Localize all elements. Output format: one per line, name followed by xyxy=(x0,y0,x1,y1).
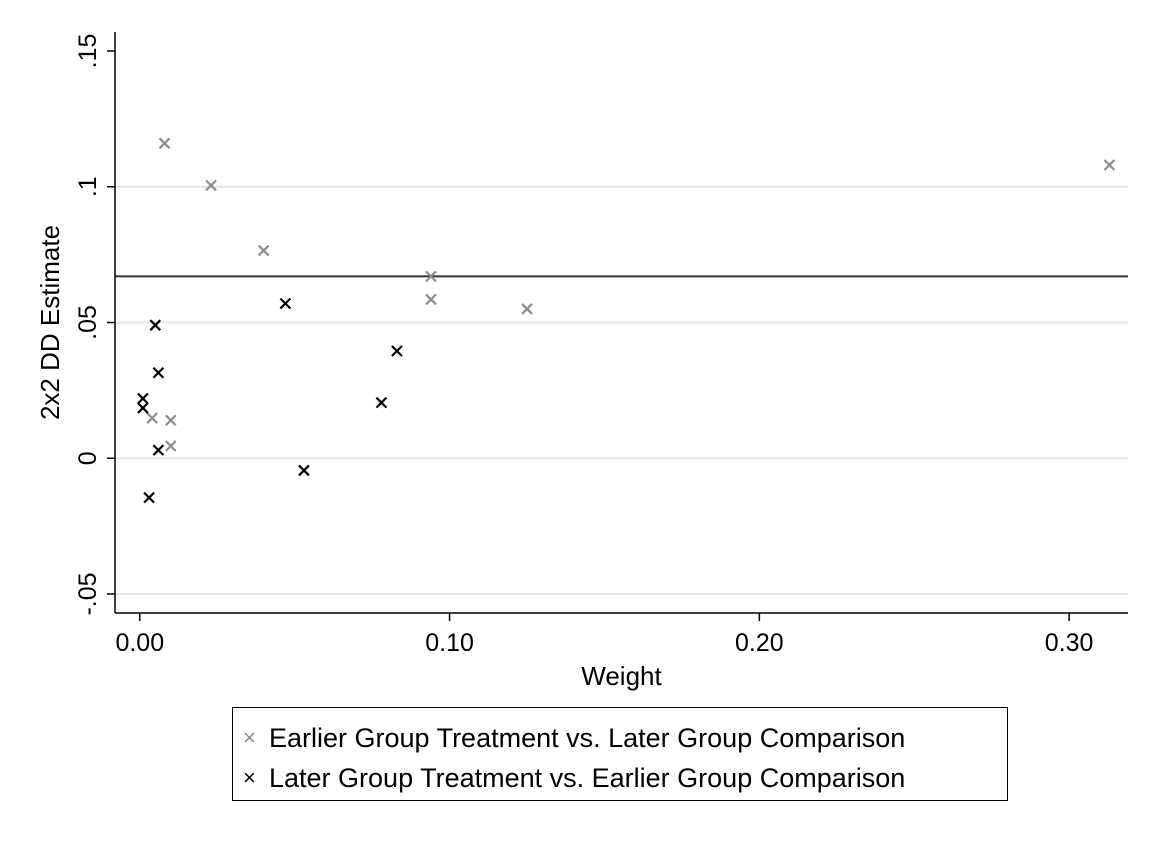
data-point-series-1 xyxy=(149,319,162,331)
data-point-series-1 xyxy=(279,297,292,310)
data-point-series-0 xyxy=(164,414,177,427)
data-point-series-1 xyxy=(375,396,388,409)
legend-label-later: Later Group Treatment vs. Earlier Group … xyxy=(269,762,906,793)
data-point-series-1 xyxy=(152,366,165,379)
data-point-series-0 xyxy=(158,137,171,150)
y-tick-label: .1 xyxy=(74,176,102,197)
data-point-series-0 xyxy=(205,179,217,192)
x-tick-label: 0.30 xyxy=(1045,629,1094,657)
gridlines xyxy=(115,185,1128,595)
y-ticks: -.05 0 .05 .1 .15 xyxy=(74,34,115,616)
data-point-series-1 xyxy=(152,444,165,456)
data-point-series-0 xyxy=(146,412,158,424)
legend-item-later: × Later Group Treatment vs. Earlier Grou… xyxy=(243,760,905,796)
x-ticks: 0.00 0.10 0.20 0.30 xyxy=(115,613,1093,657)
x-tick-label: 0.00 xyxy=(115,629,164,657)
y-tick-label: 0 xyxy=(74,451,102,465)
legend-marker-later: × xyxy=(243,765,256,790)
data-point-series-1 xyxy=(143,491,155,504)
y-tick-label: .15 xyxy=(74,34,102,69)
legend-marker-earlier: × xyxy=(243,725,256,750)
data-point-series-1 xyxy=(391,345,403,357)
data-point-series-1 xyxy=(137,402,149,414)
data-point-series-0 xyxy=(425,293,437,306)
x-tick-label: 0.20 xyxy=(735,629,784,657)
data-point-series-0 xyxy=(425,270,437,283)
data-point-series-0 xyxy=(164,440,177,452)
y-tick-label: .05 xyxy=(74,305,102,340)
x-tick-label: 0.10 xyxy=(425,629,474,657)
x-axis-title: Weight xyxy=(581,661,662,691)
y-tick-label: -.05 xyxy=(74,572,102,615)
legend: × Earlier Group Treatment vs. Later Grou… xyxy=(232,707,1008,801)
y-axis-title: 2x2 DD Estimate xyxy=(35,225,65,420)
data-points xyxy=(137,137,1116,504)
data-point-series-1 xyxy=(298,464,310,477)
data-point-series-1 xyxy=(137,392,149,405)
legend-label-earlier: Earlier Group Treatment vs. Later Group … xyxy=(269,722,906,753)
legend-item-earlier: × Earlier Group Treatment vs. Later Grou… xyxy=(243,720,905,756)
data-point-series-0 xyxy=(521,303,533,315)
data-point-series-0 xyxy=(257,244,270,257)
data-point-series-0 xyxy=(1103,159,1116,171)
